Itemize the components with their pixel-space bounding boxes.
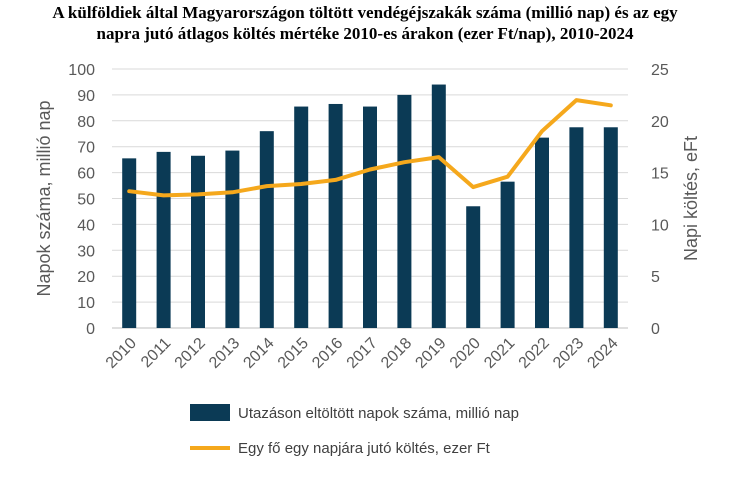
x-tick-label: 2016 [309,335,346,372]
chart-title-line-2: napra jutó átlagos költés mértéke 2010-e… [96,24,634,43]
y-tick-label: 50 [77,192,95,209]
legend-line-label: Egy fő egy napjára jutó költés, ezer Ft [238,440,491,457]
bar [535,137,549,328]
bar [363,106,377,329]
x-tick-label: 2023 [550,335,587,372]
y-tick-label: 40 [77,217,95,234]
chart-title: A külföldiek által Magyarországon töltöt… [0,2,730,44]
bar [191,155,205,328]
bar [431,84,446,328]
y2-tick-label: 5 [651,269,660,286]
bar [603,127,618,329]
y-tick-label: 30 [77,243,95,260]
y2-tick-label: 15 [651,166,669,183]
left-axis-ticks: 0 10 20 30 40 50 60 70 80 90 100 [68,62,95,338]
bar [122,158,137,328]
x-axis-ticks: 2010201120122013201420152016201720182019… [103,335,622,372]
x-tick-label: 2010 [103,335,140,372]
y-tick-label: 20 [77,269,95,286]
y2-tick-label: 10 [651,217,669,234]
x-tick-label: 2017 [344,335,381,372]
spending-line [127,98,613,198]
legend-bar-swatch [190,404,230,421]
y-tick-label: 90 [77,88,95,105]
line-series [127,98,613,198]
y-tick-label: 60 [77,166,95,183]
bar [569,127,584,329]
bar [500,181,515,328]
x-tick-label: 2011 [138,335,174,371]
right-axis-ticks: 0 5 10 15 20 25 [651,62,669,338]
y-tick-label: 0 [86,321,95,338]
legend-bar-label: Utazáson eltöltött napok száma, millió n… [238,405,519,422]
bar-series [122,84,618,329]
x-tick-label: 2015 [275,335,312,372]
bar [328,103,343,328]
y2-tick-label: 25 [651,62,669,79]
y2-tick-label: 0 [651,321,660,338]
x-tick-label: 2014 [240,335,277,372]
bar [466,206,481,328]
y2-axis-title: Napi költés, eFt [681,136,701,261]
bar [294,106,309,329]
x-tick-label: 2019 [412,335,449,372]
x-tick-label: 2024 [584,335,621,372]
bar [156,151,171,328]
bar [397,94,412,329]
y2-tick-label: 20 [651,114,669,131]
bar [225,150,240,328]
x-tick-label: 2022 [516,335,553,372]
bar [259,131,274,328]
x-tick-label: 2012 [172,335,209,372]
y-axis-title: Napok száma, millió nap [34,100,54,296]
x-tick-label: 2018 [378,335,415,372]
y-tick-label: 70 [77,140,95,157]
legend: Utazáson eltöltött napok száma, millió n… [190,404,519,457]
y-tick-label: 100 [68,62,95,79]
x-tick-label: 2020 [447,335,484,372]
x-tick-label: 2013 [206,335,243,372]
x-tick-label: 2021 [481,335,518,372]
y-tick-label: 80 [77,114,95,131]
y-tick-label: 10 [77,295,95,312]
chart-title-line-1: A külföldiek által Magyarországon töltöt… [52,3,678,22]
